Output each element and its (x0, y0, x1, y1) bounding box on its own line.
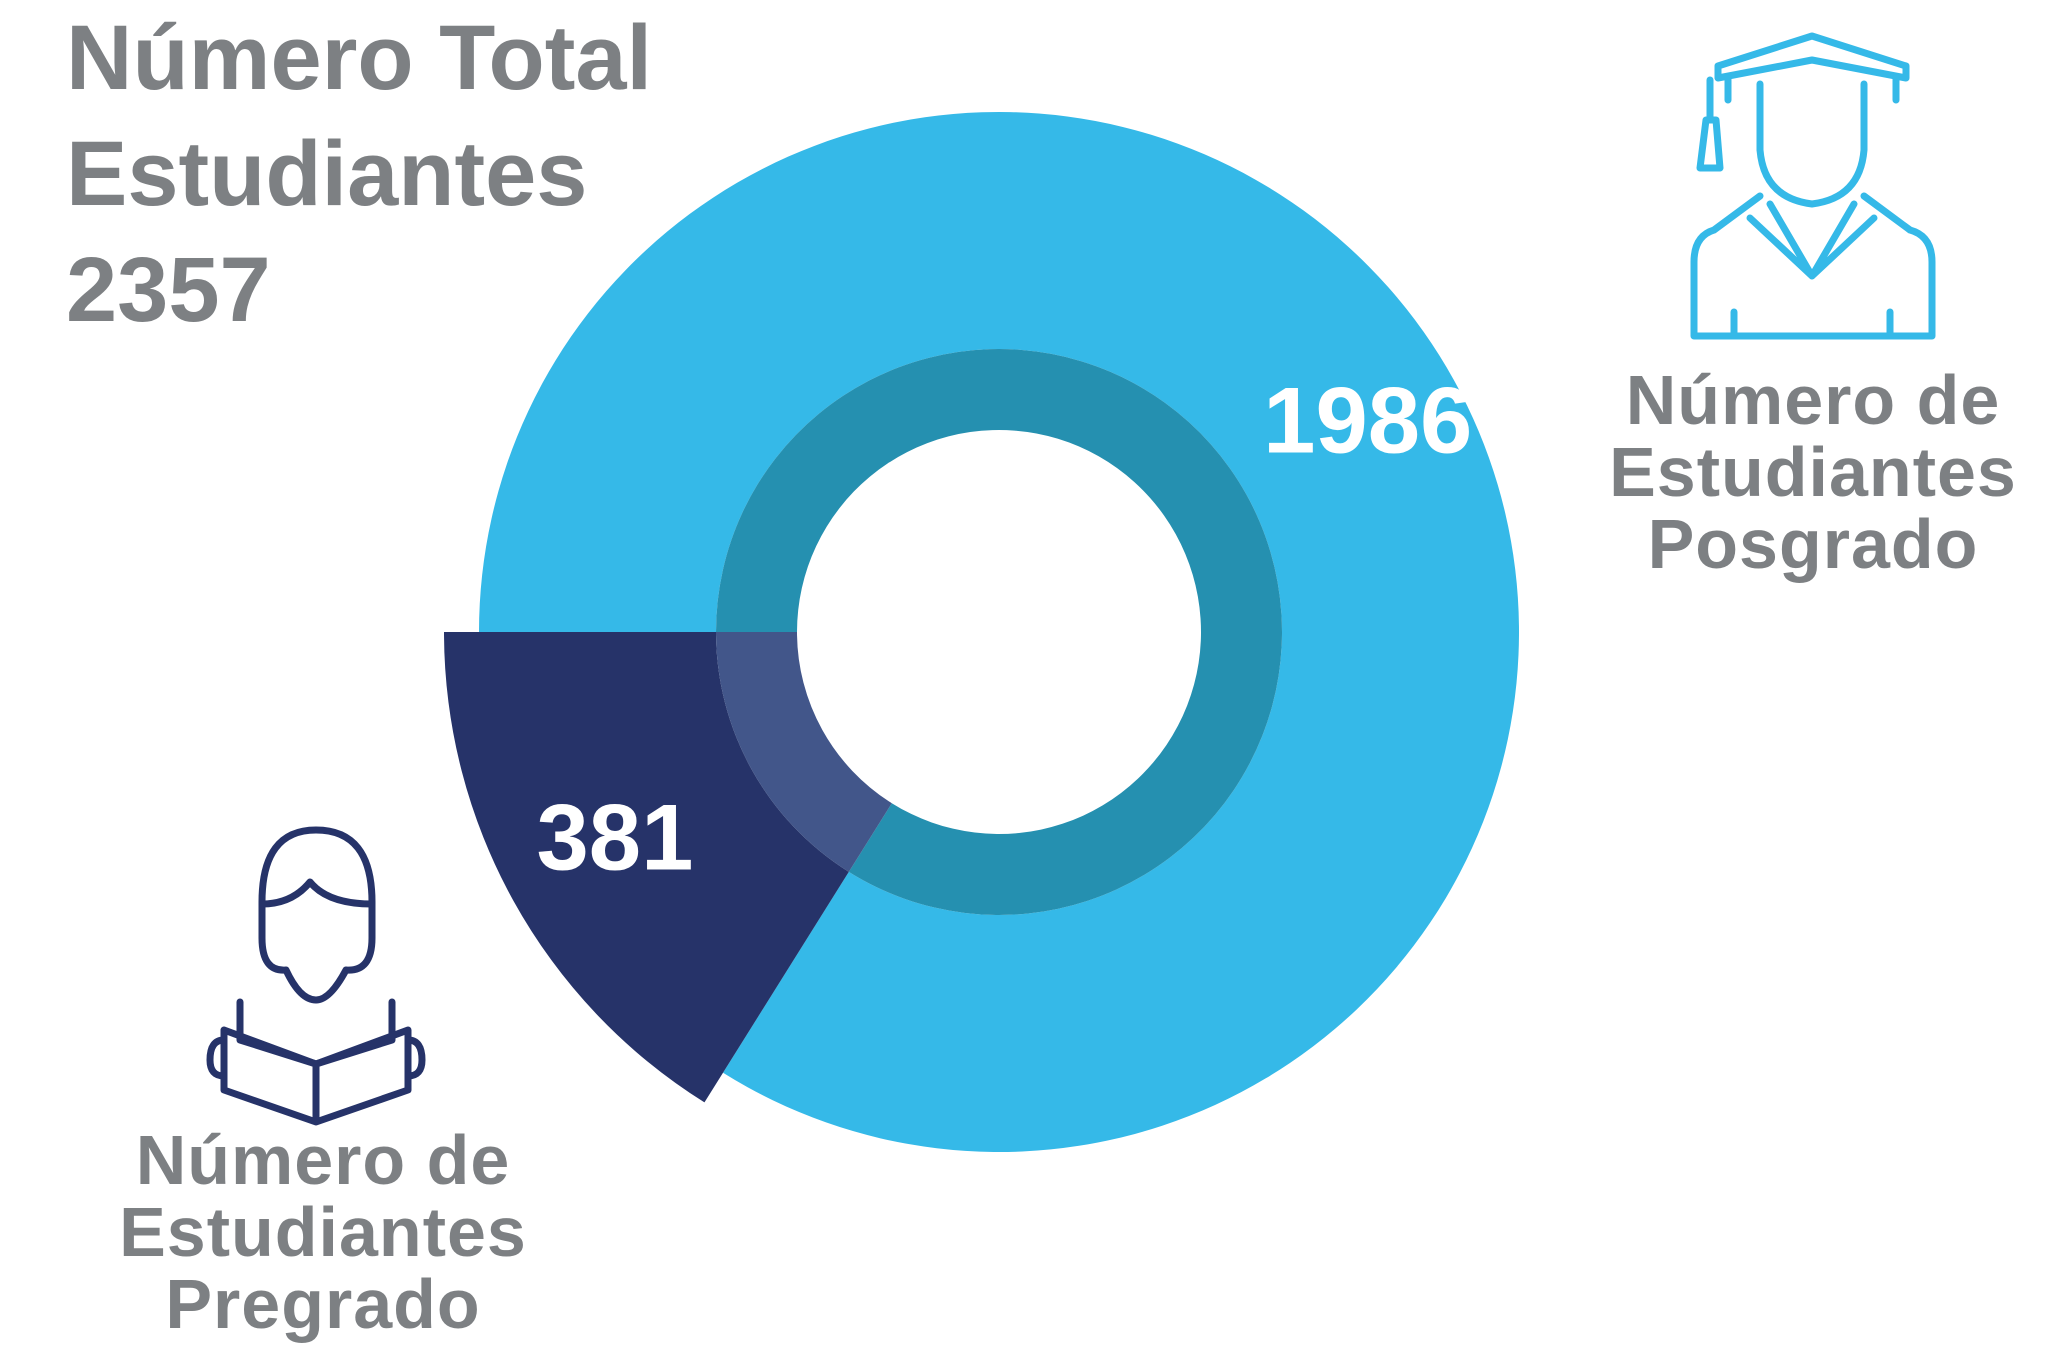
category-label: Número de Estudiantes Pregrado (119, 1121, 527, 1343)
value-label: 381 (537, 784, 694, 889)
total: 2357 (66, 239, 271, 341)
value-label: 1986 (1263, 368, 1472, 473)
segments (444, 111, 1519, 1153)
segment (444, 632, 849, 1103)
title: Número Total Estudiantes (66, 7, 653, 225)
segment-inner-band (716, 632, 892, 872)
category-label: Número de Estudiantes Posgrado (1609, 361, 2017, 583)
graduate-icon (1690, 32, 1936, 340)
segment (479, 111, 1519, 1153)
reader-icon (206, 826, 426, 1126)
